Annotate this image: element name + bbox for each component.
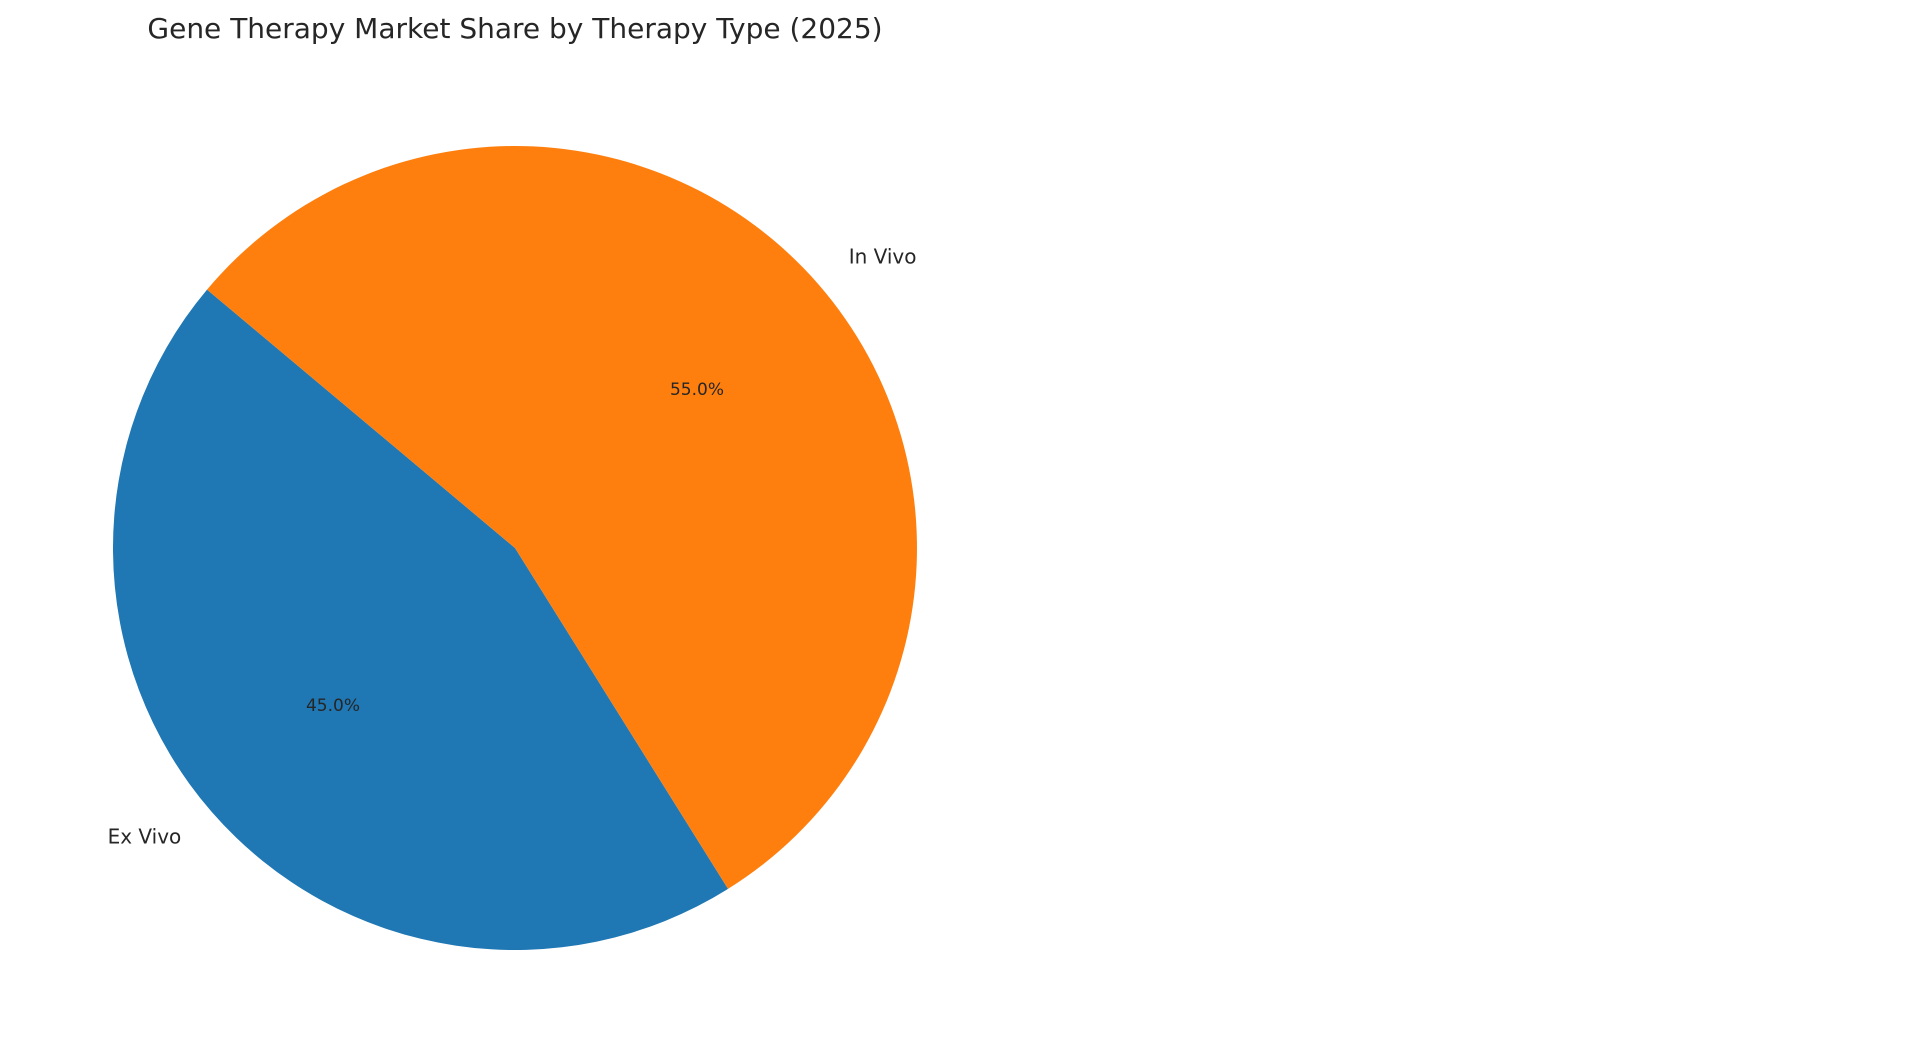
chart-title: Gene Therapy Market Share by Therapy Typ…	[147, 12, 882, 45]
pie-slices	[112, 146, 917, 951]
slice-label-in-vivo: In Vivo	[849, 244, 917, 268]
percent-label-in-vivo: 55.0%	[670, 380, 724, 400]
pie-labels: Ex Vivo 45.0% In Vivo 55.0%	[108, 244, 917, 848]
slice-label-ex-vivo: Ex Vivo	[108, 825, 182, 849]
pie-slice-ex-vivo	[112, 289, 729, 951]
percent-label-ex-vivo: 45.0%	[306, 696, 360, 716]
pie-slice-in-vivo	[207, 146, 917, 889]
